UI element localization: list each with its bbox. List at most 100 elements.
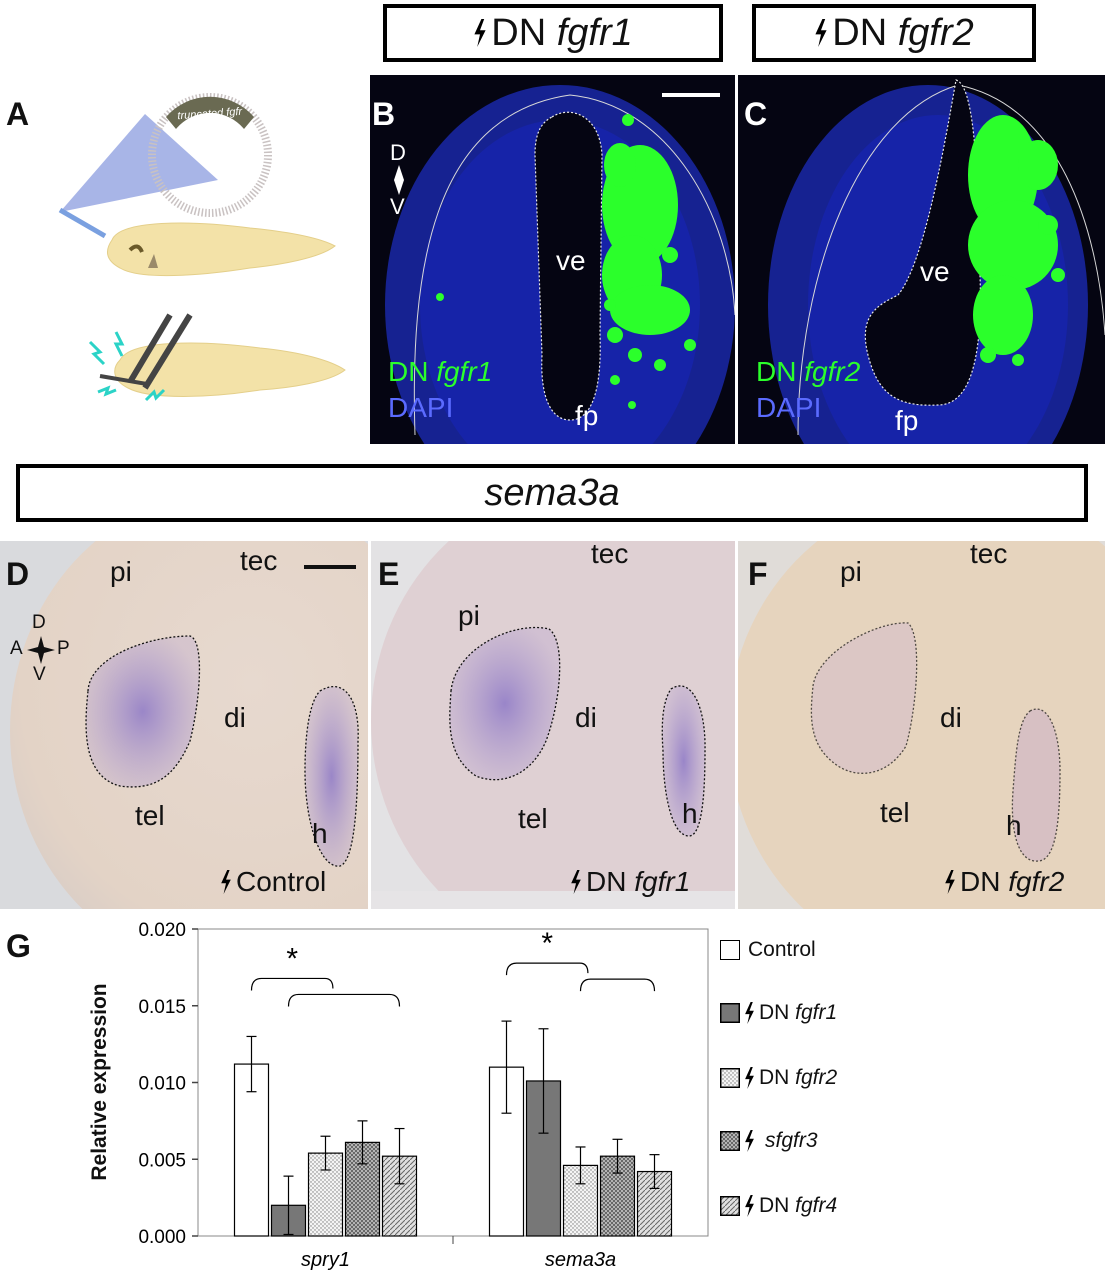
diencephalon-label: di — [940, 702, 962, 733]
title-gene: fgfr2 — [897, 11, 974, 54]
diencephalon-label: di — [575, 702, 597, 733]
plasmid-insert — [166, 96, 254, 129]
legend-item-dn-fgfr2: DN fgfr2 — [720, 1063, 837, 1093]
legend-gene: fgfr2 — [795, 1066, 838, 1089]
electrode-icon — [142, 313, 193, 390]
ventricle-label: ve — [920, 256, 950, 287]
title-prefix: DN — [832, 11, 898, 54]
scale-bar — [304, 565, 356, 569]
compass-axis-d: D — [32, 612, 46, 633]
pineal-label: pi — [458, 600, 480, 631]
legend-gene: sfgfr3 — [765, 1129, 818, 1152]
legend-swatch — [720, 1068, 740, 1088]
panel-label-b: B — [372, 96, 396, 132]
plasmid-label: truncated fgfr — [177, 106, 244, 123]
legend-prefix: DN — [759, 1066, 796, 1089]
floor-plate-label: fp — [895, 405, 919, 436]
legend-swatch — [720, 1131, 740, 1151]
telencephalon-label: tel — [135, 800, 165, 831]
bar-chart: 0.000 0.005 0.010 0.015 0.020 spry1 * sema3a * — [138, 920, 709, 1271]
telencephalon-label: tel — [880, 797, 910, 828]
panel-label-c: C — [744, 96, 768, 132]
compass-axis-v: V — [33, 664, 46, 685]
condition-text: Control — [236, 866, 327, 897]
legend-dapi: DAPI — [388, 392, 454, 423]
dv-arrow-icon — [394, 165, 404, 195]
tectum-label: tec — [970, 538, 1008, 569]
panel-f-image — [738, 541, 1105, 909]
legend-prefix: DN — [759, 1194, 796, 1217]
condition-prefix: DN — [960, 866, 1009, 897]
bolt-icon — [474, 19, 486, 47]
pineal-label: pi — [110, 556, 132, 587]
title-gene: sema3a — [484, 471, 620, 514]
hypothalamus-label: h — [312, 818, 328, 849]
legend-item-control: Control — [720, 935, 816, 965]
legend-prefix: DN — [388, 356, 437, 387]
legend-item-dn-fgfr4: DN fgfr4 — [720, 1191, 837, 1221]
significance-bracket — [579, 978, 656, 992]
y-tick-label: 0.000 — [138, 1227, 186, 1248]
significance-bracket — [505, 962, 589, 976]
compass-axis-p: P — [57, 638, 70, 659]
bar — [233, 1063, 270, 1237]
condition-label: DN fgfr2 — [944, 866, 1064, 898]
legend-item-sfgfr3: sfgfr3 — [720, 1126, 818, 1156]
tectum-label: tec — [240, 545, 278, 576]
title-gene: fgfr1 — [556, 11, 633, 54]
plasmid-icon — [148, 93, 272, 217]
condition-label: DN fgfr1 — [570, 866, 690, 898]
legend-dapi: DAPI — [756, 392, 822, 423]
significance-star: * — [286, 942, 298, 975]
y-tick-label: 0.015 — [138, 997, 186, 1018]
spark-icon — [97, 385, 117, 397]
electrode-icon — [127, 313, 173, 384]
bolt-icon — [571, 870, 581, 894]
x-tick-label: spry1 — [301, 1249, 350, 1271]
injection-beam — [60, 114, 218, 212]
panel-c-image — [738, 75, 1105, 444]
title-prefix: DN — [491, 11, 557, 54]
hypothalamus-label: h — [682, 798, 698, 829]
scale-bar — [662, 93, 720, 97]
panel-e-image — [371, 541, 735, 909]
bolt-icon — [745, 1195, 754, 1217]
electroporation-schematic: truncated fgfr — [58, 93, 346, 402]
legend-swatch — [720, 940, 740, 960]
legend-swatch — [720, 1196, 740, 1216]
y-tick-label: 0.010 — [138, 1074, 186, 1095]
axis-label-v: V — [390, 194, 405, 219]
legend-gfp: DN fgfr2 — [756, 356, 860, 388]
legend-swatch — [720, 1003, 740, 1023]
tadpole-icon — [114, 342, 346, 397]
y-tick-label: 0.020 — [138, 920, 186, 941]
legend-label: Control — [748, 938, 816, 961]
bolt-icon — [745, 1067, 754, 1089]
bolt-icon — [815, 19, 827, 47]
ventricle-label: ve — [556, 245, 586, 276]
significance-bracket — [287, 993, 401, 1007]
telencephalon-label: tel — [518, 803, 548, 834]
bolt-icon — [745, 1130, 754, 1152]
significance-star: * — [541, 927, 553, 960]
title-box-sema3a: sema3a — [16, 464, 1088, 522]
legend-gene: fgfr1 — [436, 356, 493, 387]
hypothalamus-label: h — [1006, 810, 1022, 841]
tadpole-icon — [107, 222, 336, 277]
legend-gene: fgfr4 — [795, 1194, 838, 1217]
significance-bracket — [250, 977, 334, 991]
condition-prefix: DN — [586, 866, 635, 897]
legend-gfp: DN fgfr1 — [388, 356, 492, 388]
title-box-dn-fgfr2: DN fgfr2 — [752, 4, 1036, 62]
diencephalon-label: di — [224, 702, 246, 733]
y-tick-label: 0.005 — [138, 1150, 186, 1171]
bolt-icon — [221, 870, 231, 894]
legend-gene: fgfr1 — [795, 1001, 838, 1024]
axis-label-d: D — [390, 140, 406, 165]
condition-label: Control — [220, 866, 326, 898]
legend-item-dn-fgfr1: DN fgfr1 — [720, 998, 837, 1028]
panel-label-d: D — [6, 556, 30, 592]
legend-gene: fgfr2 — [804, 356, 861, 387]
spark-icon — [144, 388, 166, 402]
panel-b-image — [370, 75, 735, 444]
